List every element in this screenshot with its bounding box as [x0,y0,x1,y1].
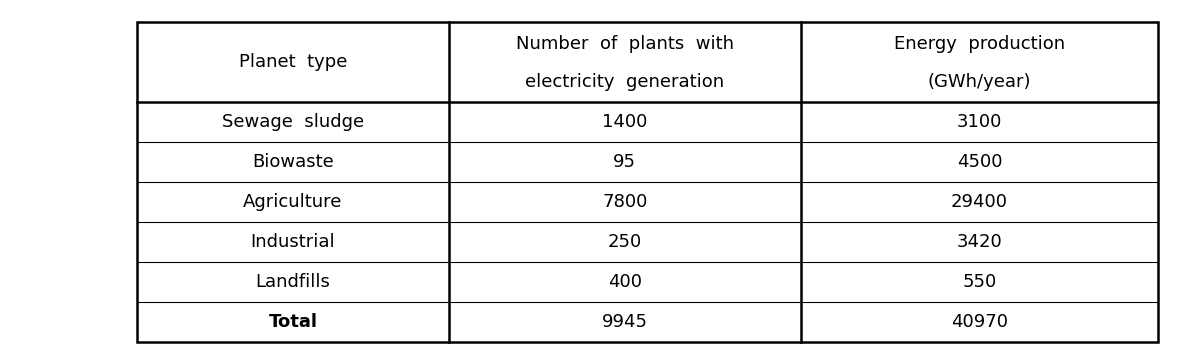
Text: 40970: 40970 [952,313,1008,331]
Text: 7800: 7800 [602,193,647,211]
Text: Agriculture: Agriculture [244,193,343,211]
Text: Sewage  sludge: Sewage sludge [222,113,364,131]
Text: Total: Total [269,313,318,331]
Text: 250: 250 [608,233,642,251]
Text: 550: 550 [962,273,997,291]
Text: 3420: 3420 [956,233,1003,251]
Text: 400: 400 [608,273,642,291]
Text: 3100: 3100 [956,113,1002,131]
Text: 29400: 29400 [952,193,1008,211]
Text: Landfills: Landfills [256,273,331,291]
Text: Energy  production: Energy production [894,35,1065,53]
Text: 9945: 9945 [602,313,648,331]
Text: 1400: 1400 [602,113,647,131]
Text: Industrial: Industrial [251,233,336,251]
Bar [137,22,1158,342]
Text: 4500: 4500 [956,153,1002,171]
Text: Number  of  plants  with: Number of plants with [516,35,734,53]
Text: Biowaste: Biowaste [252,153,334,171]
Text: electricity  generation: electricity generation [525,73,725,91]
Text: 95: 95 [614,153,636,171]
Text: Planet  type: Planet type [239,53,347,71]
Text: (GWh/year): (GWh/year) [928,73,1032,91]
